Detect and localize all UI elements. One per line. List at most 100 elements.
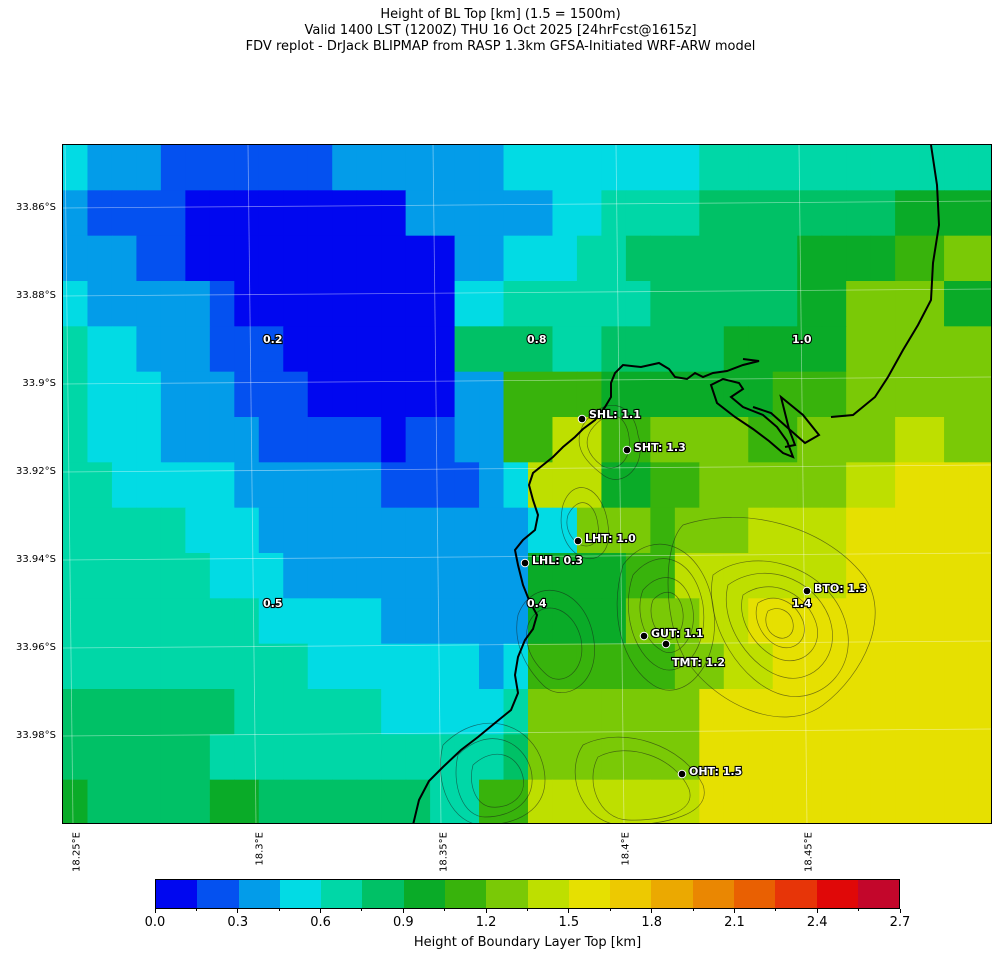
- colorbar-minor-tick: [692, 909, 694, 911]
- colorbar-tick-label: 1.8: [641, 915, 662, 930]
- site-marker-lhl[interactable]: [520, 558, 530, 568]
- site-marker-tmt[interactable]: [661, 639, 671, 649]
- grid-cell: [650, 235, 676, 282]
- grid-cell: [136, 190, 162, 237]
- grid-cell: [185, 281, 211, 327]
- site-marker-gut[interactable]: [639, 631, 649, 641]
- grid-cell: [576, 598, 603, 645]
- grid-cell: [307, 235, 333, 282]
- grid-cell: [381, 235, 407, 282]
- grid-cell: [870, 417, 896, 463]
- grid-cell: [209, 326, 235, 373]
- grid-cell: [625, 734, 651, 781]
- grid-cell: [111, 281, 138, 327]
- grid-cell: [136, 235, 162, 282]
- coastline: [412, 145, 941, 823]
- grid-cell: [650, 281, 676, 327]
- grid-cell: [209, 553, 235, 599]
- colorbar-tick-label: 0.0: [144, 915, 166, 930]
- title-line-2: Valid 1400 LST (1200Z) THU 16 Oct 2025 […: [304, 23, 697, 38]
- grid-cell: [944, 734, 970, 781]
- grid-cell: [111, 553, 138, 599]
- grid-cell: [405, 281, 431, 327]
- grid-cell: [332, 598, 358, 645]
- grid-cell: [625, 145, 651, 191]
- site-sht[interactable]: SHT: 1.3: [622, 440, 687, 455]
- grid-cell: [674, 598, 700, 645]
- grid-cell: [650, 689, 676, 735]
- grid-cell: [821, 462, 847, 509]
- grid-cell: [479, 689, 505, 735]
- grid-cell: [944, 643, 970, 690]
- grid-cell: [846, 779, 872, 823]
- grid-cell: [405, 507, 431, 554]
- grid-cell: [430, 281, 456, 327]
- grid-cell: [919, 779, 945, 823]
- colorbar-minor-tick: [320, 909, 322, 911]
- site-marker-bto[interactable]: [802, 586, 812, 596]
- grid-cell: [356, 598, 382, 645]
- site-marker-oht[interactable]: [677, 769, 687, 779]
- grid-cell: [160, 417, 186, 463]
- grid-cell: [209, 507, 235, 554]
- grid-cell: [258, 371, 284, 418]
- site-gut[interactable]: GUT: 1.1: [639, 626, 705, 641]
- colorbar-tick: [237, 909, 239, 913]
- grid-cell: [258, 734, 284, 781]
- grid-cell: [307, 689, 333, 735]
- grid-cell: [748, 462, 774, 509]
- grid-cell: [699, 417, 725, 463]
- grid-cell: [332, 689, 358, 735]
- title-line-3: FDV replot - DrJack BLIPMAP from RASP 1.…: [245, 39, 756, 54]
- site-marker-lht[interactable]: [573, 536, 583, 546]
- colorbar-minor-tick: [485, 909, 487, 911]
- grid-cell: [283, 779, 309, 823]
- grid-cell: [748, 507, 774, 554]
- colorbar-minor-tick: [651, 909, 653, 911]
- colorbar-tick: [651, 909, 653, 913]
- grid-cell: [209, 281, 235, 327]
- grid-cell: [528, 689, 554, 735]
- grid-cell: [895, 734, 921, 781]
- grid-cell: [185, 326, 211, 373]
- grid-cell: [968, 235, 991, 282]
- colorbar-tick-label: 2.4: [806, 915, 828, 930]
- site-marker-shl[interactable]: [577, 414, 587, 424]
- grid-cell: [283, 689, 309, 735]
- site-lht[interactable]: LHT: 1.0: [573, 531, 637, 546]
- grid-cell: [625, 462, 651, 509]
- grid-cell: [723, 507, 749, 554]
- site-bto[interactable]: BTO: 1.3: [802, 581, 868, 596]
- grid-cell: [479, 507, 505, 554]
- grid-cell: [895, 371, 921, 418]
- grid-cell: [625, 235, 651, 282]
- grid-cell: [944, 779, 970, 823]
- grid-cell: [111, 235, 138, 282]
- grid-cell: [650, 190, 676, 237]
- grid-cell: [258, 779, 284, 823]
- grid-cell: [699, 689, 725, 735]
- site-tmt[interactable]: TMT: 1.2: [661, 639, 726, 670]
- site-oht[interactable]: OHT: 1.5: [677, 764, 743, 779]
- site-shl[interactable]: SHL: 1.1: [577, 407, 642, 424]
- grid-cell: [870, 779, 896, 823]
- colorbar-minor-tick: [444, 909, 446, 911]
- grid-cell: [870, 553, 896, 599]
- grid-cell: [160, 145, 186, 191]
- colorbar-tick-label: 2.7: [889, 915, 911, 930]
- grid-cell: [944, 281, 970, 327]
- colorbar: [155, 879, 900, 909]
- colorbar-segment: [816, 880, 858, 908]
- grid-cell: [430, 598, 456, 645]
- site-marker-sht[interactable]: [622, 445, 632, 455]
- grid-cell: [454, 326, 480, 373]
- grid-cell: [332, 190, 358, 237]
- grid-cell: [234, 779, 260, 823]
- grid-cell: [552, 689, 578, 735]
- grid-cell: [405, 326, 431, 373]
- grid-cell: [552, 326, 578, 373]
- grid-cell: [968, 190, 991, 237]
- colorbar-tick: [320, 909, 322, 913]
- grid-cell: [332, 281, 358, 327]
- site-lhl[interactable]: LHL: 0.3: [520, 553, 584, 568]
